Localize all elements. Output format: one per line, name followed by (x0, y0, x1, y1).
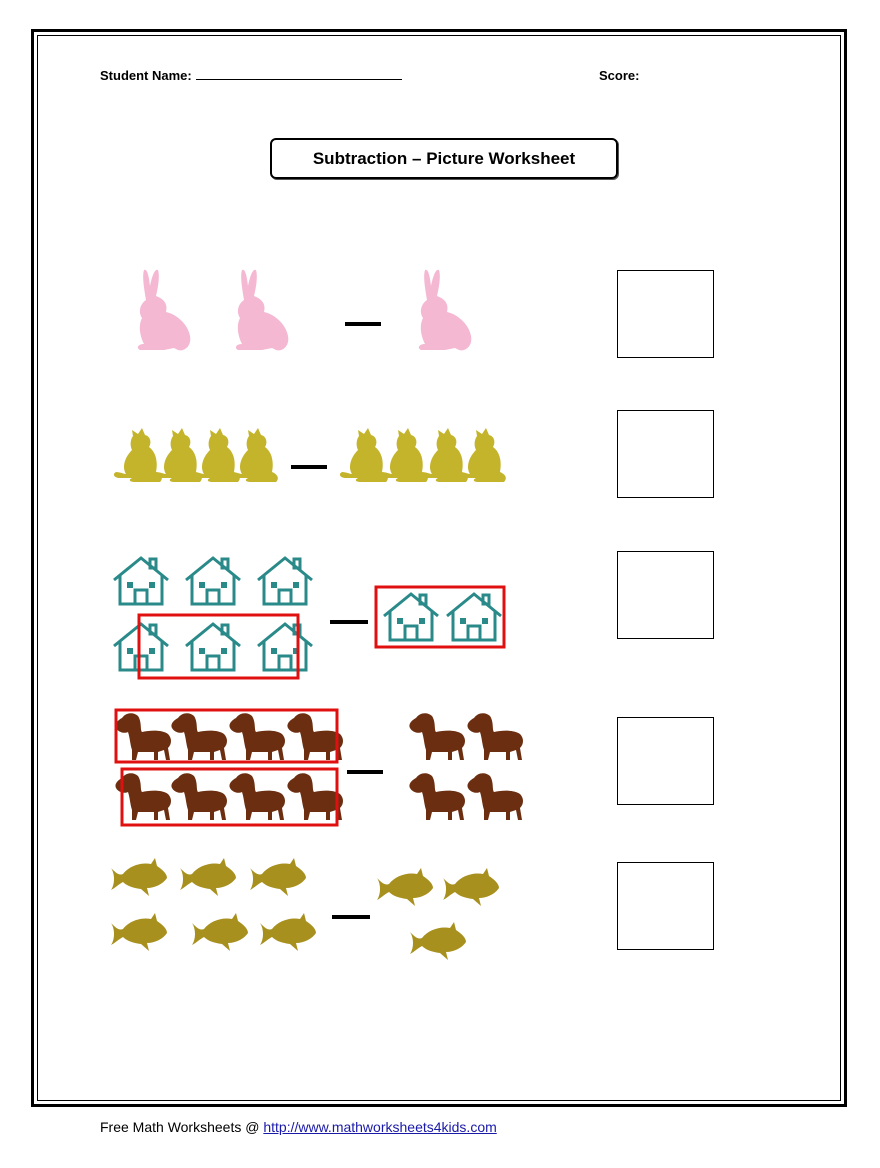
score-label: Score: (599, 68, 640, 83)
horse-icon (409, 713, 465, 760)
house-icon (112, 556, 170, 606)
rabbit-icon (235, 269, 289, 351)
circled-group-4-bottom (120, 767, 339, 827)
footer: Free Math Worksheets @ http://www.mathwo… (100, 1119, 497, 1135)
house-icon (445, 592, 503, 642)
horse-icon (409, 773, 465, 820)
worksheet-title-text: Subtraction – Picture Worksheet (312, 148, 576, 168)
fish-icon (260, 913, 316, 951)
minus-sign-5 (332, 915, 370, 919)
answer-box-5[interactable] (617, 862, 714, 950)
problem-1-pictures (137, 269, 472, 351)
answer-box-4[interactable] (617, 717, 714, 805)
house-icon (112, 622, 170, 672)
horse-icon (115, 713, 171, 760)
student-name-label: Student Name: (100, 68, 192, 83)
fish-icon (180, 858, 236, 896)
circled-group-3-left (137, 613, 300, 680)
horse-icon (287, 713, 343, 760)
rabbit-icon (137, 269, 191, 351)
cat-icon (457, 428, 506, 482)
rabbit-icon (418, 269, 472, 351)
cat-icon (229, 428, 278, 482)
student-name-line[interactable] (195, 68, 402, 80)
problem-2-pictures (113, 428, 506, 482)
horse-icon (171, 713, 227, 760)
worksheet-title: Subtraction – Picture Worksheet (270, 138, 618, 179)
horse-icon (467, 713, 523, 760)
horse-icon (287, 773, 343, 820)
fish-icon (410, 922, 466, 960)
fish-icon (250, 858, 306, 896)
horse-icon (467, 773, 523, 820)
answer-box-3[interactable] (617, 551, 714, 639)
problem-5-pictures (111, 858, 499, 960)
house-icon (184, 622, 242, 672)
house-icon (184, 556, 242, 606)
footer-link[interactable]: http://www.mathworksheets4kids.com (263, 1119, 497, 1135)
horse-icon (229, 713, 285, 760)
student-name-field: Student Name: (100, 68, 402, 83)
page-border-inner (37, 35, 841, 1101)
circled-group-4-top (114, 708, 339, 764)
footer-text: Free Math Worksheets @ (100, 1119, 264, 1135)
circled-group-3-right (374, 585, 506, 649)
answer-box-1[interactable] (617, 270, 714, 358)
house-icon (256, 622, 314, 672)
horse-icon (171, 773, 227, 820)
house-icon (256, 556, 314, 606)
fish-icon (111, 858, 167, 896)
minus-sign-4 (347, 770, 383, 774)
fish-icon (192, 913, 248, 951)
horse-icon (229, 773, 285, 820)
horse-icon (115, 773, 171, 820)
minus-sign-2 (291, 465, 327, 469)
answer-box-2[interactable] (617, 410, 714, 498)
fish-icon (377, 868, 433, 906)
fish-icon (111, 913, 167, 951)
house-icon (382, 592, 440, 642)
fish-icon (443, 868, 499, 906)
problem-4-pictures (115, 713, 523, 820)
minus-sign-1 (345, 322, 381, 326)
minus-sign-3 (330, 620, 368, 624)
page-border-outer (31, 29, 847, 1107)
